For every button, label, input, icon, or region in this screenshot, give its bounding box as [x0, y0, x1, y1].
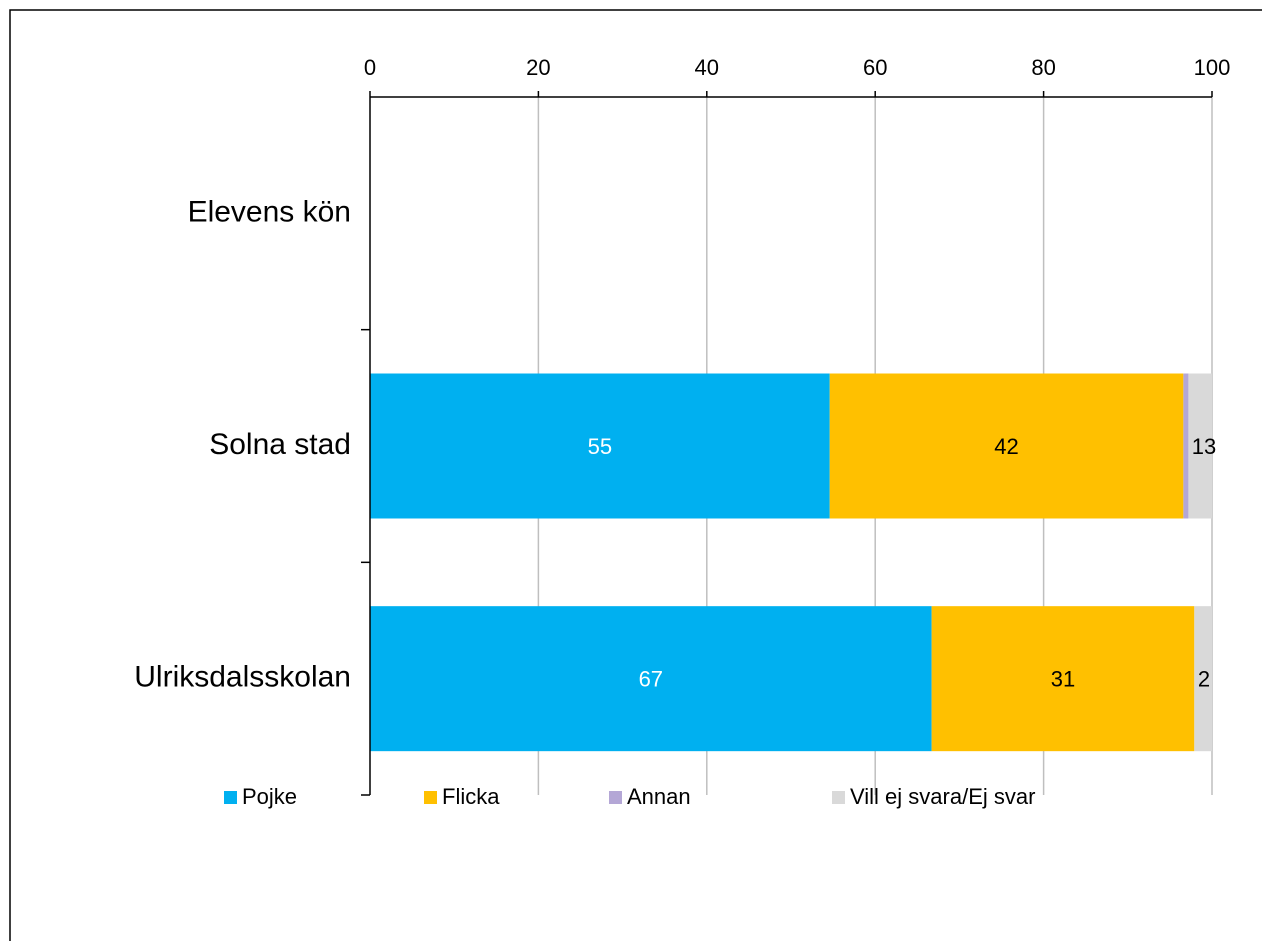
data-label: 42 [994, 434, 1018, 459]
x-tick-label: 60 [863, 55, 887, 80]
legend-item: Flicka [424, 784, 499, 810]
legend-item: Vill ej svara/Ej svar [832, 784, 1035, 810]
x-tick-label: 0 [364, 55, 376, 80]
legend-swatch [424, 791, 437, 804]
legend: Pojke Flicka Annan Vill ej svara/Ej svar [0, 784, 1262, 814]
legend-swatch [609, 791, 622, 804]
data-label: 67 [639, 667, 663, 692]
category-label: Elevens kön [188, 195, 351, 228]
legend-label: Flicka [442, 784, 499, 810]
legend-item: Annan [609, 784, 691, 810]
bar-segment [1183, 374, 1188, 519]
x-tick-label: 40 [695, 55, 719, 80]
legend-swatch [832, 791, 845, 804]
legend-item: Pojke [224, 784, 297, 810]
legend-label: Annan [627, 784, 691, 810]
category-labels: Elevens kön Solna stad Ulriksdalsskolan [134, 195, 351, 693]
tick-labels: 0 20 40 60 80 100 [364, 55, 1230, 80]
data-label: 13 [1192, 434, 1216, 459]
category-label: Ulriksdalsskolan [134, 661, 351, 694]
data-label: 55 [588, 434, 612, 459]
legend-label: Vill ej svara/Ej svar [850, 784, 1035, 810]
data-label: 31 [1051, 667, 1075, 692]
bars [370, 374, 1212, 752]
x-tick-label: 80 [1031, 55, 1055, 80]
legend-label: Pojke [242, 784, 297, 810]
x-tick-label: 100 [1194, 55, 1231, 80]
x-tick-label: 20 [526, 55, 550, 80]
data-label: 2 [1198, 667, 1210, 692]
category-label: Solna stad [209, 428, 351, 461]
legend-swatch [224, 791, 237, 804]
